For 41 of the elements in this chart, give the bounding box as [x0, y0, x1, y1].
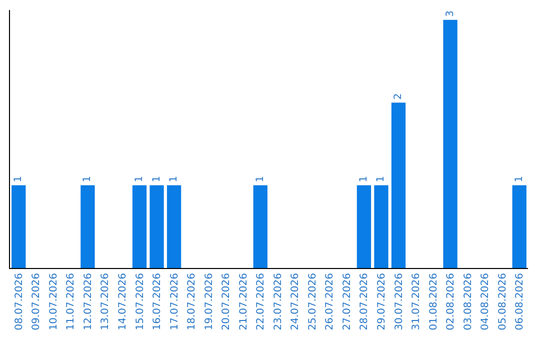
x-tick-label: 28.07.2026 [359, 273, 370, 330]
x-tick-label: 29.07.2026 [376, 273, 388, 330]
x-tick-label: 10.07.2026 [48, 273, 60, 330]
x-tick-label: 26.07.2026 [324, 273, 336, 330]
data-label: 1 [254, 176, 266, 182]
x-tick-label: 31.07.2026 [411, 273, 422, 330]
x-tick-label: 06.08.2026 [514, 273, 526, 330]
x-tick-label: 24.07.2026 [290, 273, 302, 330]
x-tick-label: 19.07.2026 [204, 273, 215, 330]
x-tick-label: 18.07.2026 [186, 273, 198, 330]
x-tick-label: 20.07.2026 [221, 273, 232, 330]
x-tick-label: 27.07.2026 [342, 273, 353, 330]
data-label: 1 [514, 176, 525, 182]
x-tick-label: 08.07.2026 [14, 273, 25, 330]
x-tick-label: 17.07.2026 [169, 273, 180, 330]
data-label: 1 [376, 176, 387, 182]
data-label: 1 [358, 176, 370, 182]
x-tick-label: 30.07.2026 [394, 273, 405, 330]
x-tick-label: 05.08.2026 [497, 273, 508, 330]
x-tick-label: 01.08.2026 [428, 273, 440, 330]
x-tick-label: 04.08.2026 [480, 273, 492, 330]
x-tick-label: 02.08.2026 [446, 273, 457, 330]
data-label: 2 [393, 93, 404, 100]
data-label: 1 [13, 176, 24, 182]
x-tick-label: 14.07.2026 [117, 273, 128, 330]
data-label: 3 [444, 10, 456, 17]
x-tick-label: 15.07.2026 [134, 273, 146, 330]
x-tick-label: 13.07.2026 [100, 273, 112, 330]
x-tick-label: 09.07.2026 [31, 273, 42, 330]
x-tick-label: 11.07.2026 [66, 273, 77, 330]
x-tick-label: 16.07.2026 [152, 273, 164, 330]
x-tick-label: 21.07.2026 [238, 273, 250, 330]
x-tick-label: 23.07.2026 [272, 273, 284, 330]
x-tick-label: 03.08.2026 [462, 273, 474, 330]
data-label: 1 [151, 176, 162, 182]
x-tick-label: 22.07.2026 [256, 273, 267, 330]
x-tick-label: 25.07.2026 [307, 273, 318, 330]
data-label: 1 [134, 176, 145, 182]
data-label: 1 [168, 176, 180, 182]
x-tick-label: 12.07.2026 [82, 273, 94, 330]
data-label: 1 [82, 176, 94, 182]
